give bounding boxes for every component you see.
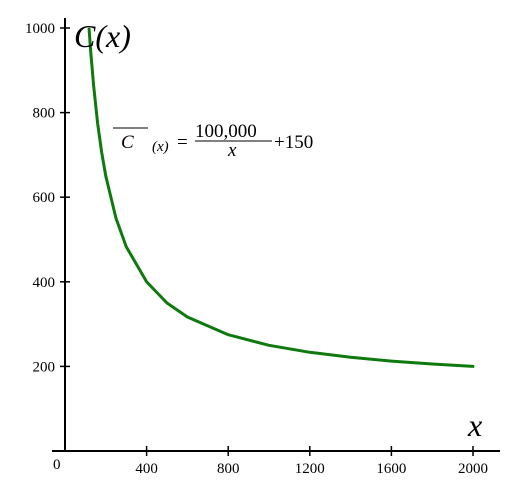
formula-tail: +150	[274, 132, 313, 153]
y-tick-label: 400	[33, 275, 56, 291]
origin-label: 0	[53, 457, 61, 473]
x-tick-label: 400	[135, 461, 158, 477]
formula-argument: (x)	[152, 139, 169, 155]
x-tick-label: 800	[217, 461, 240, 477]
y-tick-label: 600	[33, 190, 56, 206]
y-axis-title: C(x)	[74, 18, 131, 54]
y-tick-label: 800	[33, 106, 56, 122]
tick-labels: 400 800 1200 1600 2000 200 400 600 800 1000	[25, 21, 488, 477]
x-axis-title: x	[467, 407, 482, 443]
formula-lhs: C	[121, 132, 134, 153]
formula-equals: =	[177, 132, 188, 153]
x-tick-label: 1600	[376, 461, 406, 477]
axes	[52, 18, 500, 452]
cost-curve-series	[87, 27, 475, 368]
x-tick-label: 2000	[458, 461, 488, 477]
x-tick-label: 1200	[295, 461, 325, 477]
cost-formula-annotation: C (x) = 100,000 x +150	[113, 121, 313, 161]
formula-denominator: x	[227, 140, 237, 161]
y-tick-label: 200	[33, 359, 56, 375]
formula-numerator: 100,000	[195, 121, 257, 142]
ticks	[60, 27, 474, 456]
y-tick-label: 1000	[25, 21, 55, 37]
